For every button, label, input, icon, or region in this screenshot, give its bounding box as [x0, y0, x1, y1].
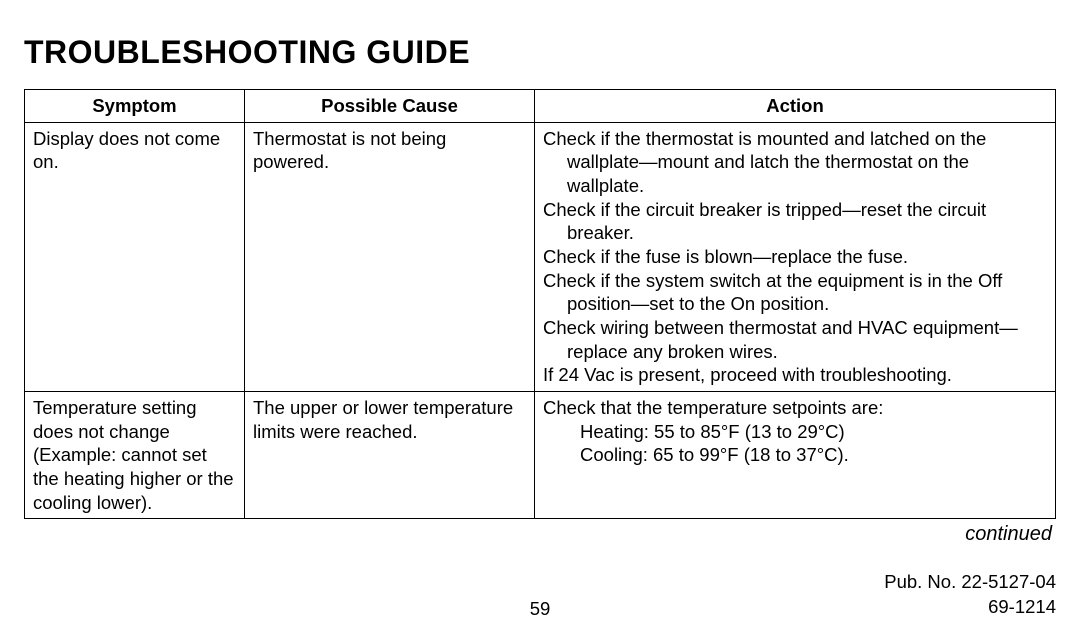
action-line: Check if the system switch at the equipm… — [543, 269, 1047, 316]
action-line: Cooling: 65 to 99°F (18 to 37°C). — [543, 443, 1047, 467]
action-line: Check if the fuse is blown—replace the f… — [543, 245, 1047, 269]
action-line: Check if the thermostat is mounted and l… — [543, 127, 1047, 198]
pub-number: Pub. No. 22-5127-04 — [884, 570, 1056, 595]
th-cause: Possible Cause — [245, 90, 535, 123]
troubleshooting-table: Symptom Possible Cause Action Display do… — [24, 89, 1056, 519]
continued-label: continued — [24, 523, 1056, 546]
page-number: 59 — [530, 598, 551, 620]
cell-action: Check if the thermostat is mounted and l… — [535, 122, 1056, 391]
action-line: Heating: 55 to 85°F (13 to 29°C) — [543, 420, 1047, 444]
table-row: Display does not come on. Thermostat is … — [25, 122, 1056, 391]
action-line: Check if the circuit breaker is tripped—… — [543, 198, 1047, 245]
action-line: If 24 Vac is present, proceed with troub… — [543, 363, 1047, 387]
doc-number: 69-1214 — [884, 595, 1056, 620]
action-line: Check wiring between thermostat and HVAC… — [543, 316, 1047, 363]
footer-right: Pub. No. 22-5127-04 69-1214 — [884, 570, 1056, 620]
page-title: TROUBLESHOOTING GUIDE — [24, 34, 1056, 71]
cell-symptom: Temperature setting does not change (Exa… — [25, 392, 245, 519]
th-symptom: Symptom — [25, 90, 245, 123]
table-header-row: Symptom Possible Cause Action — [25, 90, 1056, 123]
action-line: Check that the temperature setpoints are… — [543, 396, 1047, 420]
cell-cause: Thermostat is not being powered. — [245, 122, 535, 391]
th-action: Action — [535, 90, 1056, 123]
cell-symptom: Display does not come on. — [25, 122, 245, 391]
cell-action: Check that the temperature setpoints are… — [535, 392, 1056, 519]
table-row: Temperature setting does not change (Exa… — [25, 392, 1056, 519]
cell-cause: The upper or lower temperature limits we… — [245, 392, 535, 519]
